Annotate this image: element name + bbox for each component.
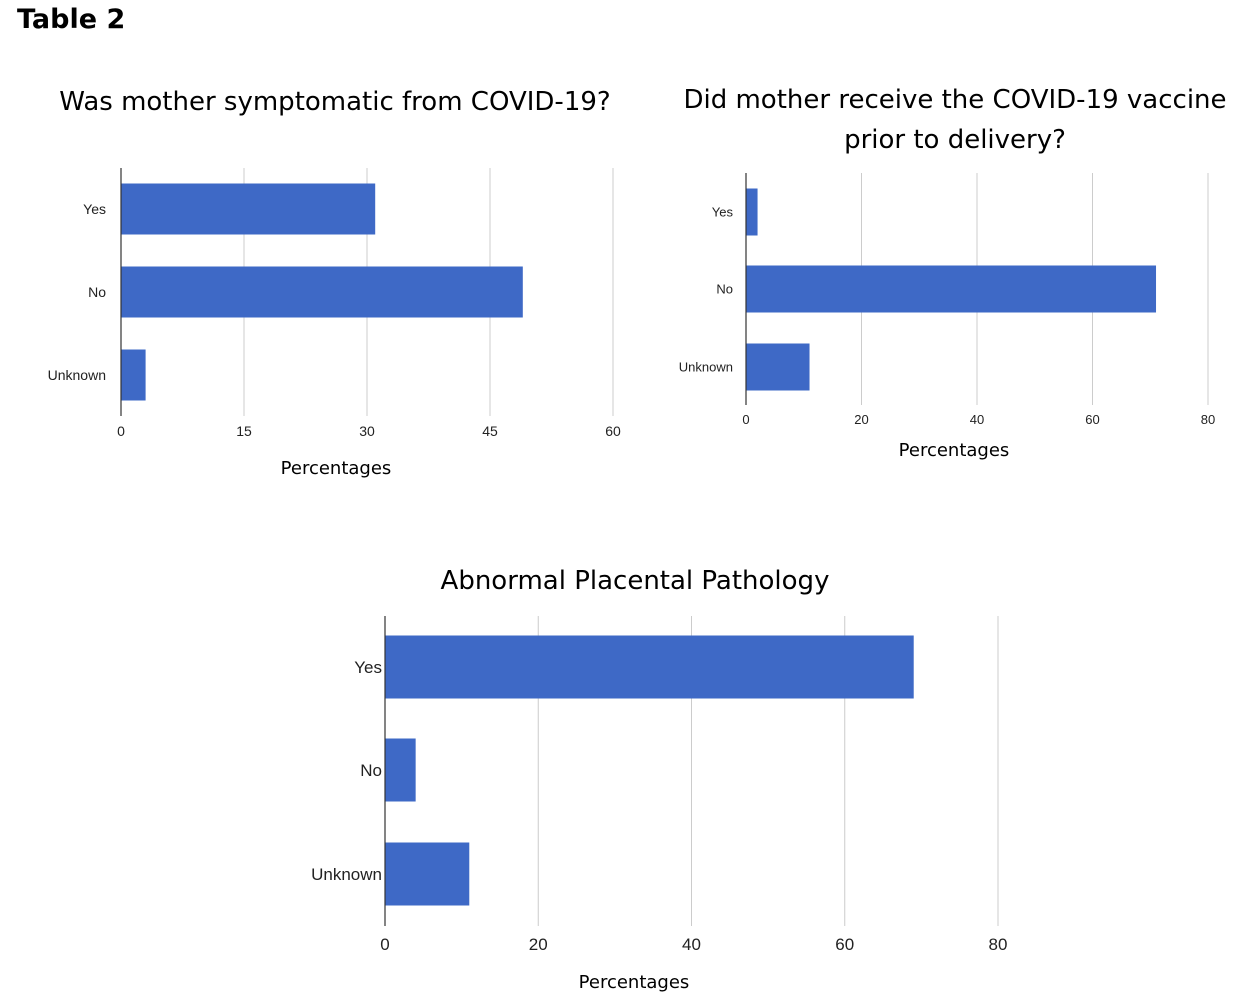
x-tick-label: 60 [605,423,621,439]
x-tick-label: 80 [1201,412,1215,427]
bar-unknown [746,343,810,391]
bar-yes [746,188,758,236]
chart-2-x-axis-label: Percentages [898,440,1010,461]
bar-yes [385,635,914,699]
x-tick-label: 20 [529,935,548,954]
chart-1-x-axis-label: Percentages [280,458,392,479]
chart-1-title: Was mother symptomatic from COVID-19? [59,87,611,117]
x-tick-label: 60 [835,935,854,954]
bar-unknown [385,842,470,906]
category-label: Unknown [679,360,733,375]
bar-unknown [121,349,146,401]
x-tick-label: 15 [236,423,252,439]
category-label: Unknown [48,367,106,383]
category-label: No [88,284,106,300]
x-tick-label: 40 [970,412,984,427]
category-label: No [716,282,733,297]
x-tick-label: 40 [682,935,701,954]
category-label: Unknown [311,865,382,884]
x-tick-label: 80 [989,935,1008,954]
x-tick-label: 30 [359,423,375,439]
x-tick-label: 60 [1085,412,1099,427]
category-label: Yes [83,201,106,217]
bar-no [121,266,523,318]
category-label: Yes [712,205,734,220]
bar-no [385,738,416,802]
category-label: Yes [354,658,382,677]
page-title: Table 2 [17,4,126,35]
x-tick-label: 0 [117,423,125,439]
chart-3-title: Abnormal Placental Pathology [440,566,830,596]
bar-no [746,265,1157,313]
bar-yes [121,183,376,235]
chart-3-x-axis-label: Percentages [578,972,690,993]
chart-2-title: Did mother receive the COVID-19 vaccine … [683,85,1227,155]
category-label: No [360,761,382,780]
x-tick-label: 0 [742,412,749,427]
x-tick-label: 0 [380,935,389,954]
x-tick-label: 45 [482,423,498,439]
x-tick-label: 20 [854,412,868,427]
